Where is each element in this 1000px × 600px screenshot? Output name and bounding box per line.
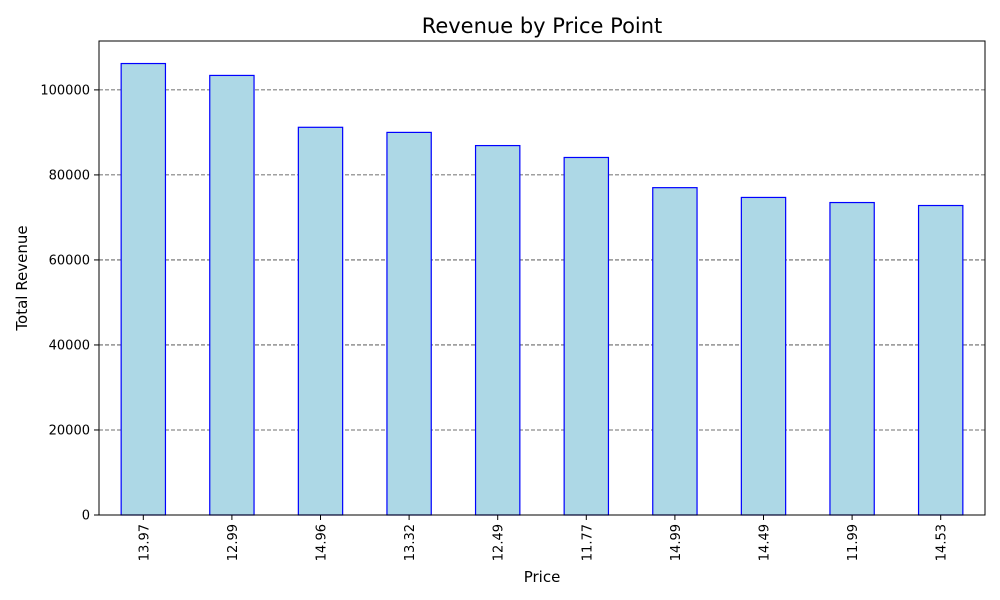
x-tick-label: 14.49	[758, 524, 773, 561]
y-tick-label: 60000	[49, 253, 90, 268]
bar	[563, 156, 610, 516]
bar	[829, 201, 875, 516]
x-tick-label: 14.99	[669, 524, 684, 561]
bar	[297, 126, 344, 516]
x-tick-label: 12.49	[492, 524, 507, 561]
y-axis-ticks: 0 20000 40000 60000 80000 100000	[40, 83, 99, 524]
x-tick-label: 11.77	[580, 524, 595, 561]
x-tick-label: 12.99	[226, 524, 241, 561]
plot-frame	[98, 40, 986, 516]
y-tick-label: 0	[82, 509, 90, 524]
x-axis-label: Price	[524, 568, 561, 586]
bar	[209, 74, 255, 516]
y-tick-label: 20000	[49, 423, 90, 438]
x-tick-label: 11.99	[846, 524, 861, 561]
bar	[120, 62, 167, 516]
x-axis-ticks: 13.97 12.99 14.96 13.32 12.49 11.77 14.99 14.49…	[137, 515, 950, 561]
y-tick-label: 40000	[49, 338, 90, 353]
x-tick-label: 13.97	[137, 524, 152, 561]
y-tick-label: 100000	[40, 83, 90, 98]
x-tick-label: 13.32	[403, 524, 418, 561]
bar	[652, 187, 698, 516]
y-axis-label: Total Revenue	[13, 225, 31, 331]
x-tick-label: 14.96	[315, 524, 330, 561]
y-tick-label: 80000	[49, 168, 90, 183]
bar	[386, 131, 432, 516]
bar	[740, 196, 787, 516]
bars	[120, 62, 964, 516]
bar	[917, 204, 964, 516]
chart-title: Revenue by Price Point	[422, 14, 663, 38]
x-tick-label: 14.53	[935, 524, 950, 561]
bar	[474, 144, 521, 516]
